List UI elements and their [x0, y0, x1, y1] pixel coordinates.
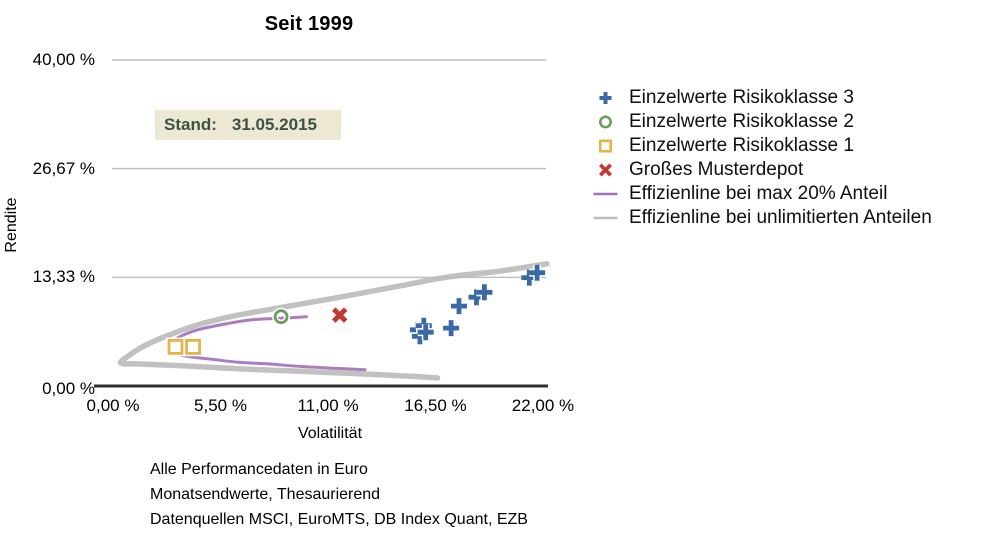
legend-item: Großes Musterdepot: [592, 158, 932, 182]
y-tick-label: 40,00 %: [32, 50, 95, 69]
legend-label: Effizienline bei unlimitierten Anteilen: [629, 207, 932, 228]
x-tick-label: 5,50 %: [194, 396, 247, 415]
y-tick-label: 26,67 %: [32, 158, 95, 178]
data-point-plus: [451, 298, 467, 315]
legend-marker: [592, 137, 619, 155]
footer-line: Monatsendwerte, Thesaurierend: [150, 486, 381, 503]
efficient-frontier-line: [117, 261, 550, 381]
footer-notes: Alle Performancedaten in Euro Monatsendw…: [150, 457, 528, 532]
y-tick-label: 0,00 %: [42, 379, 95, 398]
x-tick-label: 16,50 %: [404, 396, 467, 415]
legend-item: Einzelwerte Risikoklasse 3: [592, 86, 932, 110]
y-tick-label: 13,33 %: [32, 267, 95, 287]
stand-value: 31.05.2015: [231, 115, 317, 134]
legend-item: Effizienline bei unlimitierten Anteilen: [592, 206, 932, 230]
legend-label: Einzelwerte Risikoklasse 2: [629, 111, 854, 132]
stand-label: Stand:: [164, 115, 217, 134]
footer-line: Datenquellen MSCI, EuroMTS, DB Index Qua…: [150, 511, 528, 528]
x-tick-label: 22,00 %: [511, 396, 575, 415]
legend-marker: [592, 161, 619, 179]
data-point-circle: [272, 307, 291, 326]
legend-label: Großes Musterdepot: [629, 159, 804, 180]
x-axis-title: Volatilität: [297, 425, 363, 442]
x-tick-label: 11,00 %: [297, 396, 359, 415]
legend-label: Effizienline bei max 20% Anteil: [629, 183, 888, 204]
legend-marker: [592, 113, 619, 131]
data-point-square: [183, 337, 203, 357]
legend-marker: [592, 185, 619, 203]
chart-title: Seit 1999: [264, 13, 354, 35]
plus-marker-icon: [599, 92, 612, 104]
data-point-plus: [443, 320, 460, 337]
legend-marker: [592, 209, 619, 227]
circle-marker-icon: [599, 115, 612, 129]
data-point-plus: [476, 284, 493, 301]
legend: Einzelwerte Risikoklasse 3 Einzelwerte Ri…: [592, 86, 932, 230]
square-marker-icon: [599, 139, 612, 153]
stand-badge: Stand: 31.05.2015: [155, 110, 341, 140]
data-point-plus: [417, 324, 434, 341]
data-point-x: [330, 306, 349, 324]
legend-item: Einzelwerte Risikoklasse 1: [592, 134, 932, 158]
x-tick-label: 0,00 %: [86, 396, 140, 415]
x-marker-icon: [599, 163, 612, 177]
legend-item: Einzelwerte Risikoklasse 2: [592, 110, 932, 134]
y-axis-title: Rendite: [3, 197, 20, 253]
legend-marker: [592, 89, 619, 107]
data-point-plus: [529, 264, 546, 281]
line-marker-icon: [593, 216, 618, 220]
legend-item: Effizienline bei max 20% Anteil: [592, 182, 932, 206]
line-marker-icon: [593, 192, 618, 196]
legend-label: Einzelwerte Risikoklasse 1: [629, 135, 854, 156]
data-point-square: [166, 337, 185, 357]
legend-label: Einzelwerte Risikoklasse 3: [629, 87, 854, 108]
footer-line: Alle Performancedaten in Euro: [150, 461, 368, 478]
